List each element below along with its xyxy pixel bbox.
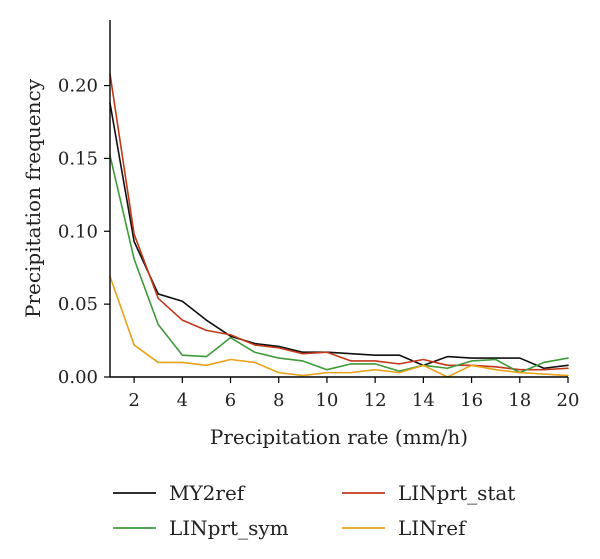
- series-line-linprt-sym: [109, 154, 569, 374]
- x-tick-label: 18: [508, 390, 531, 411]
- legend-label-linref: LINref: [398, 516, 467, 540]
- x-ticks: 2 4 6 8 10 12 14 16 18 20: [128, 377, 579, 411]
- x-tick-label: 4: [177, 390, 188, 411]
- series-line-linref: [109, 275, 569, 378]
- x-tick-label: 16: [460, 390, 483, 411]
- legend-label-linprt-sym: LINprt_sym: [169, 516, 289, 540]
- series-layer: [109, 73, 569, 378]
- series-line-linprt-stat: [109, 73, 569, 371]
- y-tick-label: 0.05: [58, 294, 98, 315]
- axes-layer: [109, 20, 568, 378]
- legend-label-my2ref: MY2ref: [169, 481, 246, 505]
- x-tick-label: 12: [364, 390, 387, 411]
- y-tick-label: 0.15: [58, 148, 98, 169]
- x-tick-label: 6: [225, 390, 236, 411]
- x-tick-label: 2: [128, 390, 139, 411]
- x-tick-label: 10: [315, 390, 338, 411]
- y-ticks: 0.00 0.05 0.10 0.15 0.20: [58, 76, 110, 388]
- y-tick-label: 0.10: [58, 221, 98, 242]
- y-axis-title: Precipitation frequency: [21, 78, 45, 318]
- legend: MY2ref LINprt_stat LINprt_sym LINref: [113, 481, 515, 540]
- series-line-my2ref: [109, 102, 569, 370]
- x-tick-label: 8: [273, 390, 284, 411]
- x-tick-label: 14: [412, 390, 435, 411]
- legend-label-linprt-stat: LINprt_stat: [398, 481, 515, 505]
- x-tick-label: 20: [557, 390, 580, 411]
- y-tick-label: 0.20: [58, 76, 98, 97]
- y-tick-label: 0.00: [58, 367, 98, 388]
- x-axis-title: Precipitation rate (mm/h): [210, 425, 468, 449]
